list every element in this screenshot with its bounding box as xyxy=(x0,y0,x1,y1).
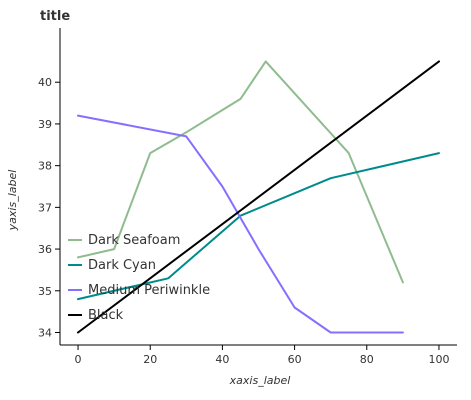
series-layer xyxy=(77,60,440,334)
x-ticks: 0 20 40 60 80 100 xyxy=(75,345,449,366)
series-line-medium-periwinkle xyxy=(77,114,404,334)
x-tick-label: 0 xyxy=(75,353,82,366)
y-tick-label: 40 xyxy=(38,76,52,89)
series-line-dark-seafoam xyxy=(77,60,404,284)
y-tick-label: 37 xyxy=(38,201,52,214)
series-line-dark-cyan xyxy=(77,152,440,301)
x-tick-label: 80 xyxy=(360,353,374,366)
y-axis-label: yaxis_label xyxy=(6,170,19,232)
legend-label-dark-cyan: Dark Cyan xyxy=(88,258,156,273)
series-line-black xyxy=(77,60,440,334)
legend-label-dark-seafoam: Dark Seafoam xyxy=(88,233,180,248)
legend-label-medium-periwinkle: Medium Periwinkle xyxy=(88,283,210,298)
chart-title: title xyxy=(40,9,70,24)
y-ticks: 34 35 36 37 38 39 40 xyxy=(38,76,60,339)
x-axis-label: xaxis_label xyxy=(229,374,291,387)
x-tick-label: 100 xyxy=(428,353,449,366)
legend-label-black: Black xyxy=(88,308,124,323)
y-tick-label: 36 xyxy=(38,243,52,256)
legend: Dark Seafoam Dark Cyan Medium Periwinkle Bl… xyxy=(68,233,210,323)
y-tick-label: 35 xyxy=(38,285,52,298)
x-tick-label: 40 xyxy=(215,353,229,366)
y-tick-label: 39 xyxy=(38,118,52,131)
x-tick-label: 20 xyxy=(143,353,157,366)
y-tick-label: 34 xyxy=(38,326,52,339)
x-tick-label: 60 xyxy=(288,353,302,366)
y-tick-label: 38 xyxy=(38,160,52,173)
